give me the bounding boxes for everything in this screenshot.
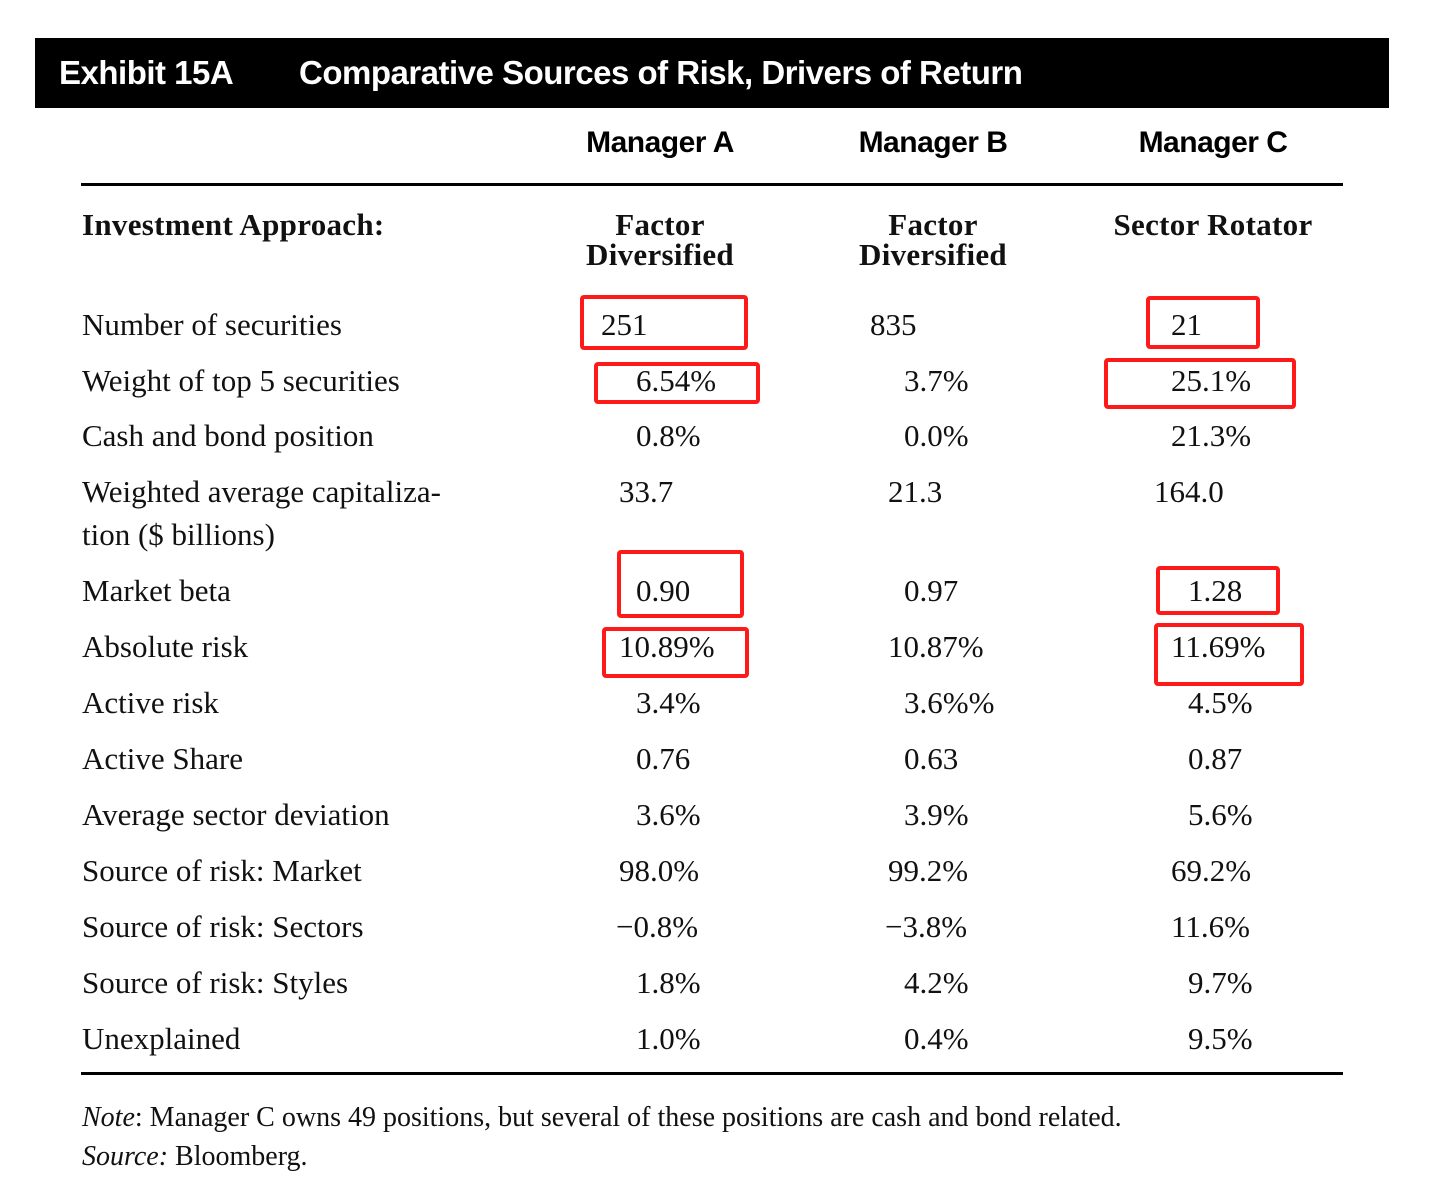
highlight-box: [594, 362, 760, 404]
cell-a: 6.54%: [636, 363, 717, 398]
cell-a: 33.7: [619, 474, 674, 509]
footer-rule: [81, 1072, 1343, 1075]
source-label: Source:: [82, 1141, 169, 1172]
cell-b: 0.4%: [904, 1021, 969, 1056]
cell-b: 0.63: [904, 741, 959, 776]
cell-a: 0.8%: [636, 418, 701, 453]
cell-b: 99.2%: [888, 853, 969, 888]
cell-c: 69.2%: [1171, 853, 1252, 888]
cell-b: 21.3: [888, 474, 943, 509]
approach-manager-b-line2: Diversified: [859, 237, 1007, 272]
cell-b: 3.9%: [904, 797, 969, 832]
cell-a: 3.6%: [636, 797, 701, 832]
approach-manager-a-line2: Diversified: [586, 237, 734, 272]
approach-manager-c: Sector Rotator: [1113, 207, 1313, 242]
row-label: Cash and bond position: [82, 418, 374, 453]
row-label: Average sector deviation: [82, 797, 390, 832]
exhibit-number: Exhibit 15A: [59, 54, 234, 91]
column-header-manager-b: Manager B: [858, 126, 1008, 159]
cell-c: 25.1%: [1171, 363, 1252, 398]
footer-source: Source: Bloomberg.: [82, 1141, 308, 1173]
highlight-box: [602, 627, 749, 678]
cell-b: 4.2%: [904, 965, 969, 1000]
row-label: Absolute risk: [82, 629, 249, 664]
source-text: Bloomberg.: [168, 1141, 308, 1172]
highlight-box: [580, 295, 748, 350]
cell-b: 3.7%: [904, 363, 969, 398]
exhibit-title-bar: Exhibit 15A Comparative Sources of Risk,…: [35, 38, 1389, 108]
cell-a: 0.76: [636, 741, 691, 776]
cell-c: 9.7%: [1188, 965, 1253, 1000]
row-label: Market beta: [82, 573, 231, 608]
highlight-box: [1156, 566, 1280, 615]
row-label: Active Share: [82, 741, 243, 776]
cell-c: 0.87: [1188, 741, 1243, 776]
approach-manager-a-line1: Factor: [615, 207, 705, 242]
cell-b: 835: [870, 307, 917, 342]
cell-b: 0.97: [904, 573, 959, 608]
approach-label: Investment Approach:: [82, 207, 385, 242]
row-label: Unexplained: [82, 1021, 241, 1056]
row-label: Source of risk: Sectors: [82, 909, 364, 944]
row-label: Active risk: [82, 685, 219, 720]
cell-c: 11.6%: [1171, 909, 1250, 944]
cell-b: −3.8%: [885, 909, 968, 944]
row-label: Number of securities: [82, 307, 342, 342]
cell-c: 4.5%: [1188, 685, 1253, 720]
row-label: Source of risk: Market: [82, 853, 362, 888]
cell-c: 11.69%: [1171, 629, 1266, 664]
cell-a: 0.90: [636, 573, 691, 608]
cell-a: 98.0%: [619, 853, 700, 888]
row-label-continued: tion ($ billions): [82, 517, 275, 552]
highlight-box: [617, 550, 744, 618]
cell-a: 251: [601, 307, 648, 342]
exhibit-title: Comparative Sources of Risk, Drivers of …: [299, 54, 1023, 91]
cell-a: 3.4%: [636, 685, 701, 720]
note-label: Note: [82, 1102, 135, 1133]
cell-c: 21.3%: [1171, 418, 1252, 453]
highlight-box: [1154, 623, 1304, 686]
highlight-box: [1104, 358, 1296, 409]
cell-c: 164.0: [1154, 474, 1224, 509]
cell-c: 21: [1171, 307, 1202, 342]
cell-c: 9.5%: [1188, 1021, 1253, 1056]
column-header-manager-c: Manager C: [1138, 126, 1288, 159]
highlight-box: [1146, 296, 1260, 349]
cell-a: 1.8%: [636, 965, 701, 1000]
cell-b: 3.6%%: [904, 685, 995, 720]
row-label: Source of risk: Styles: [82, 965, 349, 1000]
cell-b: 0.0%: [904, 418, 969, 453]
cell-c: 1.28: [1188, 573, 1243, 608]
cell-a: 10.89%: [619, 629, 715, 664]
approach-manager-b-line1: Factor: [888, 207, 978, 242]
note-text: : Manager C owns 49 positions, but sever…: [134, 1102, 1122, 1133]
footer-note: Note: Manager C owns 49 positions, but s…: [82, 1102, 1122, 1134]
cell-a: −0.8%: [616, 909, 699, 944]
cell-b: 10.87%: [888, 629, 984, 664]
row-label: Weight of top 5 securities: [82, 363, 400, 398]
cell-c: 5.6%: [1188, 797, 1253, 832]
row-label: Weighted average capitaliza-: [82, 474, 441, 509]
header-rule: [81, 183, 1343, 186]
cell-a: 1.0%: [636, 1021, 701, 1056]
column-header-manager-a: Manager A: [586, 126, 734, 159]
